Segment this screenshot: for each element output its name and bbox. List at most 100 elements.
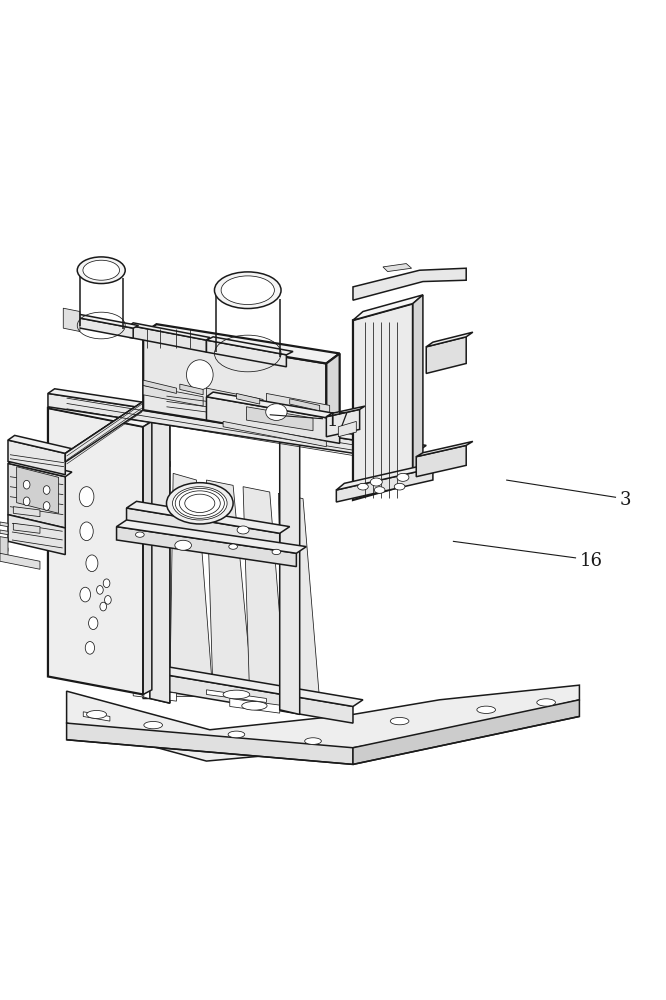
- Polygon shape: [143, 324, 340, 363]
- Polygon shape: [8, 459, 72, 477]
- Polygon shape: [290, 399, 320, 411]
- Polygon shape: [206, 337, 293, 355]
- Polygon shape: [127, 501, 290, 533]
- Polygon shape: [65, 401, 143, 462]
- Polygon shape: [143, 385, 203, 406]
- Ellipse shape: [394, 483, 405, 490]
- Polygon shape: [117, 520, 306, 553]
- Ellipse shape: [174, 540, 192, 550]
- Polygon shape: [0, 537, 8, 558]
- Polygon shape: [117, 407, 170, 470]
- Polygon shape: [0, 553, 40, 569]
- Polygon shape: [117, 660, 363, 706]
- Polygon shape: [130, 323, 210, 340]
- Polygon shape: [150, 407, 170, 703]
- Polygon shape: [67, 685, 579, 761]
- Polygon shape: [133, 688, 176, 701]
- Polygon shape: [8, 515, 65, 555]
- Polygon shape: [48, 389, 426, 450]
- Polygon shape: [426, 332, 473, 347]
- Polygon shape: [8, 440, 65, 475]
- Polygon shape: [338, 421, 356, 437]
- Polygon shape: [48, 393, 420, 463]
- Polygon shape: [206, 340, 286, 367]
- Polygon shape: [336, 468, 433, 502]
- Polygon shape: [383, 264, 412, 272]
- Polygon shape: [326, 409, 360, 437]
- Ellipse shape: [85, 642, 95, 654]
- Ellipse shape: [397, 473, 409, 481]
- Polygon shape: [236, 393, 260, 404]
- Text: 17: 17: [326, 412, 349, 430]
- Ellipse shape: [537, 699, 555, 706]
- Polygon shape: [416, 445, 466, 477]
- Polygon shape: [230, 698, 280, 713]
- Ellipse shape: [390, 717, 409, 725]
- Ellipse shape: [144, 721, 163, 729]
- Ellipse shape: [172, 487, 227, 520]
- Ellipse shape: [97, 586, 103, 594]
- Ellipse shape: [79, 487, 94, 507]
- Polygon shape: [117, 461, 170, 703]
- Polygon shape: [63, 308, 80, 332]
- Ellipse shape: [228, 731, 244, 738]
- Polygon shape: [246, 407, 313, 431]
- Polygon shape: [353, 700, 579, 764]
- Ellipse shape: [135, 532, 144, 537]
- Ellipse shape: [80, 522, 93, 541]
- Polygon shape: [17, 467, 59, 513]
- Polygon shape: [206, 388, 263, 408]
- Ellipse shape: [374, 487, 385, 493]
- Polygon shape: [206, 392, 346, 420]
- Polygon shape: [13, 507, 40, 517]
- Polygon shape: [73, 317, 133, 338]
- Polygon shape: [8, 463, 65, 528]
- Polygon shape: [413, 295, 423, 483]
- Ellipse shape: [87, 710, 107, 718]
- Polygon shape: [117, 666, 353, 723]
- Ellipse shape: [228, 544, 237, 549]
- Ellipse shape: [23, 497, 30, 506]
- Polygon shape: [143, 421, 152, 694]
- Ellipse shape: [266, 404, 287, 420]
- Polygon shape: [48, 403, 152, 427]
- Polygon shape: [73, 314, 139, 328]
- Ellipse shape: [80, 587, 91, 602]
- Ellipse shape: [105, 596, 111, 604]
- Polygon shape: [326, 406, 365, 417]
- Ellipse shape: [304, 738, 321, 744]
- Polygon shape: [243, 487, 286, 700]
- Polygon shape: [0, 522, 8, 527]
- Ellipse shape: [142, 690, 167, 699]
- Ellipse shape: [221, 276, 274, 305]
- Polygon shape: [206, 480, 253, 698]
- Ellipse shape: [477, 706, 496, 713]
- Text: 3: 3: [619, 491, 631, 509]
- Ellipse shape: [43, 502, 50, 510]
- Polygon shape: [278, 493, 320, 701]
- Ellipse shape: [272, 549, 281, 555]
- Polygon shape: [266, 393, 330, 413]
- Polygon shape: [353, 268, 466, 300]
- Polygon shape: [48, 408, 143, 694]
- Ellipse shape: [358, 483, 368, 490]
- Polygon shape: [416, 441, 473, 457]
- Ellipse shape: [100, 602, 107, 611]
- Polygon shape: [353, 295, 423, 320]
- Ellipse shape: [166, 483, 233, 524]
- Polygon shape: [143, 380, 176, 393]
- Polygon shape: [180, 384, 203, 395]
- Polygon shape: [127, 508, 280, 555]
- Polygon shape: [223, 421, 326, 447]
- Polygon shape: [143, 334, 326, 440]
- Polygon shape: [13, 523, 40, 533]
- Ellipse shape: [186, 360, 213, 390]
- Ellipse shape: [237, 526, 249, 534]
- Ellipse shape: [89, 617, 98, 630]
- Polygon shape: [0, 547, 8, 551]
- Polygon shape: [280, 428, 300, 714]
- Ellipse shape: [77, 257, 125, 284]
- Polygon shape: [67, 723, 353, 764]
- Polygon shape: [117, 527, 296, 567]
- Ellipse shape: [43, 486, 50, 494]
